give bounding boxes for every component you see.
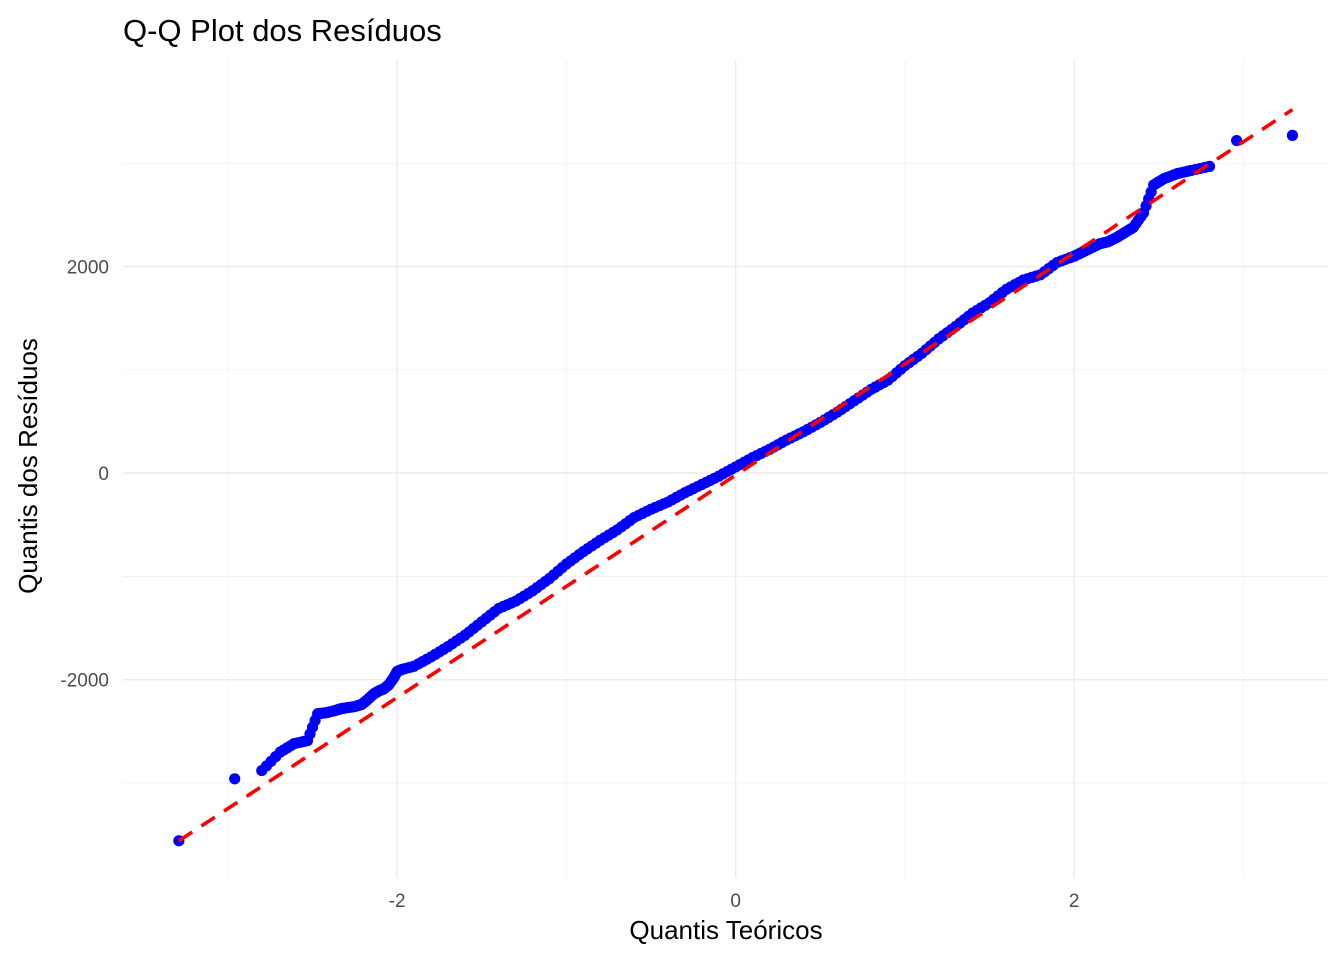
data-point	[505, 597, 518, 609]
x-tick-labels: -2 0 2	[389, 891, 1080, 912]
data-point	[298, 735, 310, 748]
y-axis-title: Quantis dos Resíduos	[13, 338, 43, 594]
x-tick-label: 2	[1069, 891, 1080, 912]
y-tick-label: 0	[98, 464, 109, 485]
x-axis-title: Quantis Teóricos	[629, 915, 822, 945]
data-point	[1135, 210, 1147, 223]
x-tick-label: -2	[389, 891, 406, 912]
y-tick-label: -2000	[60, 671, 109, 692]
data-point	[641, 505, 653, 517]
data-point	[421, 653, 433, 665]
data-point	[1145, 186, 1157, 198]
y-tick-label: 2000	[67, 258, 109, 279]
data-point	[725, 463, 738, 475]
x-tick-label: 0	[730, 891, 741, 912]
data-point	[844, 398, 856, 410]
data-point	[556, 562, 568, 574]
data-point	[573, 549, 585, 561]
data-point	[827, 409, 839, 421]
reference-line	[177, 108, 1294, 843]
data-point	[996, 287, 1008, 299]
data-point	[1047, 259, 1059, 272]
data-point	[590, 537, 602, 549]
data-point	[270, 751, 282, 763]
reference-line-layer	[177, 108, 1294, 843]
y-tick-labels: -2000 0 2000	[60, 258, 109, 692]
data-point	[455, 632, 467, 644]
data-point	[691, 480, 704, 493]
data-point	[708, 472, 721, 484]
chart-title: Q-Q Plot dos Resíduos	[123, 13, 442, 48]
data-point	[522, 587, 534, 600]
data-point	[607, 526, 619, 539]
data-point	[675, 489, 687, 501]
data-point	[471, 619, 484, 631]
data-point	[624, 515, 636, 527]
data-point	[1286, 129, 1299, 141]
data-point	[979, 299, 991, 311]
data-point	[658, 498, 670, 510]
data-point	[539, 575, 551, 588]
data-point	[229, 773, 241, 785]
data-point	[742, 454, 754, 466]
data-point	[776, 436, 788, 449]
data-points-layer	[173, 129, 1299, 847]
data-point	[438, 643, 450, 655]
data-point	[488, 606, 501, 618]
